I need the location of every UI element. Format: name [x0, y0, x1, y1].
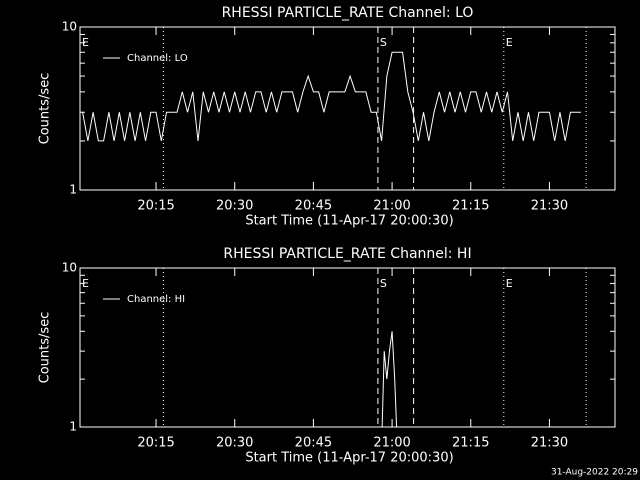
legend-label: Channel: LO	[127, 53, 188, 64]
plot: RHESSI PARTICLE_RATE Channel: LO Start Ti…	[38, 5, 616, 229]
x-tick-label: 21:15	[452, 199, 489, 214]
annotation: E	[506, 277, 513, 290]
chart-title: RHESSI PARTICLE_RATE Channel: HI	[223, 246, 471, 262]
x-tick-label: 20:30	[216, 436, 253, 451]
x-axis-label: Start Time (11-Apr-17 20:00:30)	[245, 451, 453, 466]
axes-frame	[79, 26, 616, 191]
x-tick-label: 20:45	[295, 199, 332, 214]
y-axis-label: Counts/sec	[38, 312, 53, 384]
y-axis-label: Counts/sec	[38, 73, 53, 145]
annotation: E	[82, 36, 89, 49]
x-tick-label: 20:45	[295, 436, 332, 451]
annotation: S	[380, 277, 387, 290]
axes-frame	[79, 267, 616, 428]
data-line	[381, 331, 398, 427]
chart-title: RHESSI PARTICLE_RATE Channel: LO	[222, 5, 474, 21]
x-tick-label: 21:30	[531, 199, 568, 214]
footer: 31-Aug-2022 20:29	[551, 468, 638, 478]
x-tick-label: 20:30	[216, 199, 253, 214]
y-tick-label: 1	[69, 183, 77, 197]
plot: RHESSI PARTICLE_RATE Channel: HI Start Ti…	[38, 246, 616, 466]
legend-label: Channel: HI	[127, 294, 185, 305]
y-tick-label: 10	[62, 261, 77, 275]
annotation: E	[82, 277, 89, 290]
data-line	[82, 51, 581, 142]
x-tick-label: 21:00	[373, 199, 410, 214]
x-tick-label: 21:15	[452, 436, 489, 451]
annotation: S	[380, 36, 387, 49]
x-axis-label: Start Time (11-Apr-17 20:00:30)	[245, 214, 453, 229]
annotation: E	[506, 36, 513, 49]
y-tick-label: 10	[62, 20, 77, 34]
x-tick-label: 21:30	[531, 436, 568, 451]
x-tick-label: 20:15	[137, 199, 174, 214]
x-tick-label: 20:15	[137, 436, 174, 451]
x-tick-label: 21:00	[373, 436, 410, 451]
y-tick-label: 1	[69, 420, 77, 434]
